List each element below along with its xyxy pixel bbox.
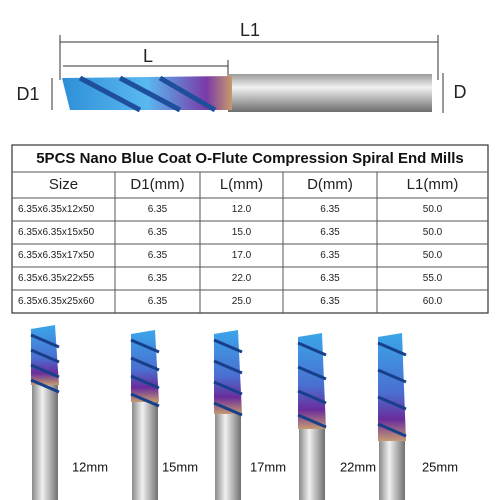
tool-spiral xyxy=(297,413,327,429)
table-cell: 60.0 xyxy=(423,296,443,307)
tool-spiral xyxy=(297,389,327,405)
tool-spiral xyxy=(30,378,60,394)
table-cell: 6.35x6.35x22x55 xyxy=(18,273,95,284)
tool-shank xyxy=(32,385,58,500)
tool-shank xyxy=(215,414,241,500)
header-cell: L1(mm) xyxy=(407,176,459,193)
tool-flutes xyxy=(298,333,326,429)
tool-spiral xyxy=(130,356,160,372)
tool-spiral xyxy=(297,341,327,357)
table-cell: 50.0 xyxy=(423,204,443,215)
table-cell: 6.35 xyxy=(148,273,168,284)
dimension-drawing xyxy=(51,35,444,113)
table-cell: 6.35 xyxy=(148,250,168,261)
table-cell: 15.0 xyxy=(232,227,252,238)
table-cell: 50.0 xyxy=(423,227,443,238)
table-cell: 6.35x6.35x17x50 xyxy=(18,250,95,261)
tool-spiral xyxy=(30,333,60,349)
photo-strip: 12mm 15mm 17mm 22mm 25mm xyxy=(30,325,458,500)
table-cell: 6.35 xyxy=(320,250,340,261)
table-cell: 6.35 xyxy=(148,204,168,215)
table-cell: 22.0 xyxy=(232,273,252,284)
header-cell: D(mm) xyxy=(307,176,353,193)
table-cell: 55.0 xyxy=(423,273,443,284)
table-cell: 25.0 xyxy=(232,296,252,307)
tool-flutes xyxy=(378,333,406,441)
tool-spiral xyxy=(377,395,407,411)
d-label: D xyxy=(454,82,467,102)
length-label: 22mm xyxy=(340,459,376,474)
table-cell: 6.35 xyxy=(320,227,340,238)
flute-spiral xyxy=(78,75,217,113)
tool-spiral xyxy=(213,338,243,354)
table-cell: 6.35 xyxy=(320,296,340,307)
length-label: 25mm xyxy=(422,459,458,474)
length-label: 15mm xyxy=(162,459,198,474)
d1-label: D1 xyxy=(16,84,39,104)
tool-spiral xyxy=(213,380,243,396)
table-title: 5PCS Nano Blue Coat O-Flute Compression … xyxy=(36,150,464,167)
table-cell: 12.0 xyxy=(232,204,252,215)
tool-spiral xyxy=(377,341,407,357)
shank xyxy=(228,74,432,112)
tool-spiral xyxy=(130,392,160,408)
table-cell: 6.35 xyxy=(148,296,168,307)
tool-spiral xyxy=(30,348,60,364)
tool-shank xyxy=(132,402,158,500)
table-cell: 6.35x6.35x15x50 xyxy=(18,227,95,238)
header-cell: D1(mm) xyxy=(130,176,184,193)
tool-spiral xyxy=(377,422,407,438)
l1-label: L1 xyxy=(240,20,260,40)
tool-shank xyxy=(379,441,405,500)
tool-flutes xyxy=(214,330,242,414)
header-cell: Size xyxy=(49,176,78,193)
table-cell: 6.35 xyxy=(148,227,168,238)
tool-spiral xyxy=(213,359,243,375)
tool-spiral xyxy=(130,338,160,354)
table-cell: 6.35 xyxy=(320,204,340,215)
tool-spiral xyxy=(130,374,160,390)
tool-spiral xyxy=(377,368,407,384)
length-label: 17mm xyxy=(250,459,286,474)
tool-spiral xyxy=(213,401,243,417)
table-cell: 50.0 xyxy=(423,250,443,261)
table-cell: 6.35 xyxy=(320,273,340,284)
table-border xyxy=(11,144,489,314)
tool-shank xyxy=(299,429,325,500)
table-cell: 6.35x6.35x25x60 xyxy=(18,296,95,307)
table-cell: 6.35x6.35x12x50 xyxy=(18,204,95,215)
length-label: 12mm xyxy=(72,459,108,474)
tool-spiral xyxy=(297,365,327,381)
spec-table: 5PCS Nano Blue Coat O-Flute Compression … xyxy=(11,144,489,314)
tool-spiral xyxy=(30,363,60,379)
table-cell: 17.0 xyxy=(232,250,252,261)
header-cell: L(mm) xyxy=(220,176,263,193)
l-label: L xyxy=(143,46,153,66)
